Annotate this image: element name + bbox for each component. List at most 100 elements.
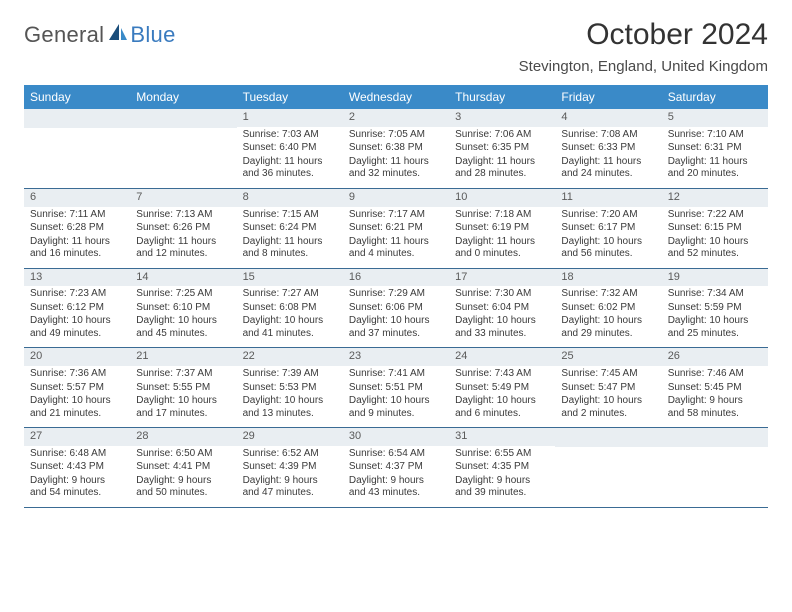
- dow-header-row: Sunday Monday Tuesday Wednesday Thursday…: [24, 85, 768, 109]
- daylight-text: Daylight: 11 hours and 36 minutes.: [243, 156, 337, 181]
- sunrise-text: Sunrise: 7:03 AM: [243, 129, 337, 142]
- logo-text-blue: Blue: [130, 22, 175, 48]
- sunset-text: Sunset: 4:39 PM: [243, 461, 337, 474]
- day-number: 27: [24, 428, 130, 446]
- daylight-text: Daylight: 11 hours and 0 minutes.: [455, 236, 549, 261]
- sunset-text: Sunset: 6:10 PM: [136, 302, 230, 315]
- day-cell: 26Sunrise: 7:46 AMSunset: 5:45 PMDayligh…: [662, 348, 768, 427]
- sunrise-text: Sunrise: 7:10 AM: [668, 129, 762, 142]
- calendar: Sunday Monday Tuesday Wednesday Thursday…: [24, 85, 768, 508]
- sunset-text: Sunset: 6:12 PM: [30, 302, 124, 315]
- sunrise-text: Sunrise: 7:18 AM: [455, 209, 549, 222]
- dow-thursday: Thursday: [449, 85, 555, 109]
- daylight-text: Daylight: 10 hours and 41 minutes.: [243, 315, 337, 340]
- daylight-text: Daylight: 9 hours and 39 minutes.: [455, 475, 549, 500]
- day-cell: 1Sunrise: 7:03 AMSunset: 6:40 PMDaylight…: [237, 109, 343, 188]
- day-cell: 11 Sunrise: 7:20 AMSunset: 6:17 PMDayligh…: [555, 189, 661, 268]
- day-cell: 16Sunrise: 7:29 AMSunset: 6:06 PMDayligh…: [343, 269, 449, 348]
- day-number: 17: [449, 269, 555, 287]
- day-cell: [662, 428, 768, 507]
- day-info: Sunrise: 7:41 AMSunset: 5:51 PMDaylight:…: [343, 368, 449, 420]
- day-cell: 31Sunrise: 6:55 AMSunset: 4:35 PMDayligh…: [449, 428, 555, 507]
- day-number: 16: [343, 269, 449, 287]
- day-cell: 7Sunrise: 7:13 AMSunset: 6:26 PMDaylight…: [130, 189, 236, 268]
- day-number: [130, 109, 236, 128]
- day-number: [555, 428, 661, 447]
- weeks-container: 1Sunrise: 7:03 AMSunset: 6:40 PMDaylight…: [24, 109, 768, 508]
- sunset-text: Sunset: 6:17 PM: [561, 222, 655, 235]
- location: Stevington, England, United Kingdom: [519, 58, 768, 75]
- daylight-text: Daylight: 10 hours and 52 minutes.: [668, 236, 762, 261]
- daylight-text: Daylight: 10 hours and 17 minutes.: [136, 395, 230, 420]
- sunset-text: Sunset: 6:02 PM: [561, 302, 655, 315]
- day-number: 14: [130, 269, 236, 287]
- day-cell: 24 Sunrise: 7:43 AMSunset: 5:49 PMDayligh…: [449, 348, 555, 427]
- sunrise-text: Sunrise: 7:36 AM: [30, 368, 124, 381]
- daylight-text: Daylight: 9 hours and 43 minutes.: [349, 475, 443, 500]
- day-info: Sunrise: 7:43 AMSunset: 5:49 PMDaylight:…: [449, 368, 555, 420]
- day-cell: 30Sunrise: 6:54 AMSunset: 4:37 PMDayligh…: [343, 428, 449, 507]
- day-number: 11: [555, 189, 661, 207]
- sunrise-text: Sunrise: 7:20 AM: [561, 209, 655, 222]
- day-number: 9: [343, 189, 449, 207]
- day-info: Sunrise: 7:10 AMSunset: 6:31 PMDaylight:…: [662, 129, 768, 181]
- sunrise-text: Sunrise: 7:11 AM: [30, 209, 124, 222]
- day-cell: 3Sunrise: 7:06 AMSunset: 6:35 PMDaylight…: [449, 109, 555, 188]
- day-cell: 17Sunrise: 7:30 AMSunset: 6:04 PMDayligh…: [449, 269, 555, 348]
- dow-tuesday: Tuesday: [237, 85, 343, 109]
- sunrise-text: Sunrise: 7:05 AM: [349, 129, 443, 142]
- daylight-text: Daylight: 11 hours and 4 minutes.: [349, 236, 443, 261]
- day-info: Sunrise: 7:17 AMSunset: 6:21 PMDaylight:…: [343, 209, 449, 261]
- day-number: 13: [24, 269, 130, 287]
- sunset-text: Sunset: 4:35 PM: [455, 461, 549, 474]
- day-cell: 22 Sunrise: 7:39 AMSunset: 5:53 PMDayligh…: [237, 348, 343, 427]
- day-info: Sunrise: 7:22 AMSunset: 6:15 PMDaylight:…: [662, 209, 768, 261]
- sunset-text: Sunset: 6:28 PM: [30, 222, 124, 235]
- week-row: 27Sunrise: 6:48 AMSunset: 4:43 PMDayligh…: [24, 428, 768, 508]
- daylight-text: Daylight: 9 hours and 54 minutes.: [30, 475, 124, 500]
- day-cell: 21Sunrise: 7:37 AMSunset: 5:55 PMDayligh…: [130, 348, 236, 427]
- sunset-text: Sunset: 5:59 PM: [668, 302, 762, 315]
- day-number: 3: [449, 109, 555, 127]
- day-number: 21: [130, 348, 236, 366]
- day-info: Sunrise: 6:50 AMSunset: 4:41 PMDaylight:…: [130, 448, 236, 500]
- daylight-text: Daylight: 11 hours and 8 minutes.: [243, 236, 337, 261]
- day-number: 5: [662, 109, 768, 127]
- week-row: 13Sunrise: 7:23 AMSunset: 6:12 PM Dayligh…: [24, 269, 768, 349]
- day-number: 12: [662, 189, 768, 207]
- day-cell: 5 Sunrise: 7:10 AMSunset: 6:31 PMDaylight…: [662, 109, 768, 188]
- daylight-text: Daylight: 11 hours and 24 minutes.: [561, 156, 655, 181]
- daylight-text: Daylight: 10 hours and 13 minutes.: [243, 395, 337, 420]
- day-cell: 27Sunrise: 6:48 AMSunset: 4:43 PMDayligh…: [24, 428, 130, 507]
- sunrise-text: Sunrise: 7:23 AM: [30, 288, 124, 301]
- day-cell: 28Sunrise: 6:50 AMSunset: 4:41 PMDayligh…: [130, 428, 236, 507]
- title-block: October 2024 Stevington, England, United…: [519, 18, 768, 75]
- day-number: [662, 428, 768, 447]
- sunrise-text: Sunrise: 6:52 AM: [243, 448, 337, 461]
- sunset-text: Sunset: 5:55 PM: [136, 382, 230, 395]
- daylight-text: Daylight: 10 hours and 6 minutes.: [455, 395, 549, 420]
- day-number: 22: [237, 348, 343, 366]
- daylight-text: Daylight: 11 hours and 20 minutes.: [668, 156, 762, 181]
- day-info: Sunrise: 7:25 AMSunset: 6:10 PMDaylight:…: [130, 288, 236, 340]
- day-info: Sunrise: 7:13 AMSunset: 6:26 PMDaylight:…: [130, 209, 236, 261]
- daylight-text: Daylight: 10 hours and 2 minutes.: [561, 395, 655, 420]
- day-info: Sunrise: 7:39 AMSunset: 5:53 PMDaylight:…: [237, 368, 343, 420]
- day-cell: 29Sunrise: 6:52 AMSunset: 4:39 PMDayligh…: [237, 428, 343, 507]
- dow-wednesday: Wednesday: [343, 85, 449, 109]
- logo-sail-icon: [108, 23, 128, 46]
- day-info: Sunrise: 7:11 AMSunset: 6:28 PMDaylight:…: [24, 209, 130, 261]
- day-number: 26: [662, 348, 768, 366]
- daylight-text: Daylight: 10 hours and 29 minutes.: [561, 315, 655, 340]
- day-cell: [130, 109, 236, 188]
- dow-saturday: Saturday: [662, 85, 768, 109]
- day-info: Sunrise: 6:55 AMSunset: 4:35 PMDaylight:…: [449, 448, 555, 500]
- sunset-text: Sunset: 6:19 PM: [455, 222, 549, 235]
- daylight-text: Daylight: 10 hours and 56 minutes.: [561, 236, 655, 261]
- sunrise-text: Sunrise: 7:32 AM: [561, 288, 655, 301]
- sunset-text: Sunset: 5:47 PM: [561, 382, 655, 395]
- day-number: 19: [662, 269, 768, 287]
- day-number: 24: [449, 348, 555, 366]
- day-cell: 23Sunrise: 7:41 AMSunset: 5:51 PMDayligh…: [343, 348, 449, 427]
- sunrise-text: Sunrise: 7:25 AM: [136, 288, 230, 301]
